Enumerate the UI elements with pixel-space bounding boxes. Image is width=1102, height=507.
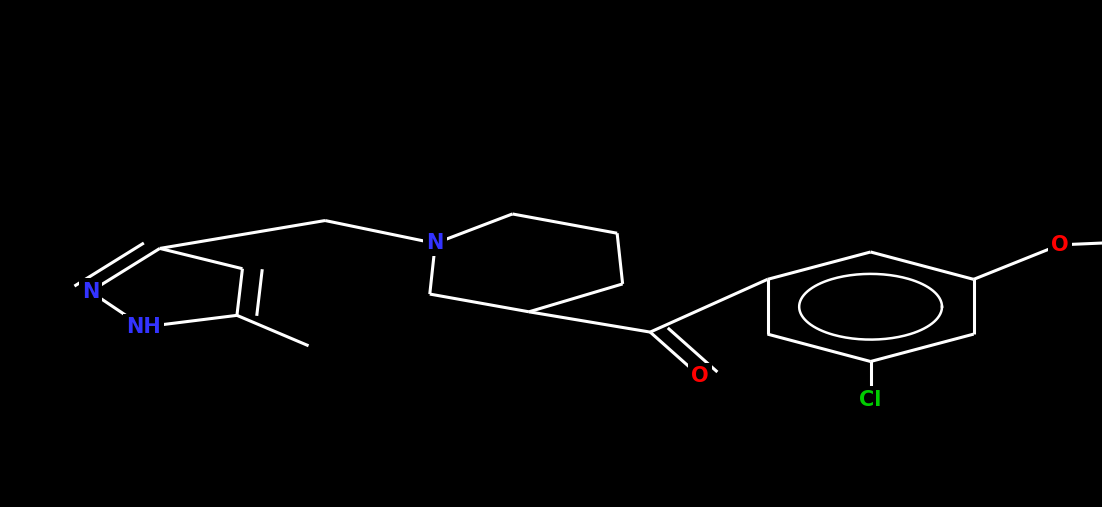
Text: O: O: [1051, 235, 1069, 255]
Text: Cl: Cl: [860, 389, 882, 410]
Text: N: N: [426, 233, 444, 254]
Text: NH: NH: [126, 317, 161, 337]
Text: O: O: [691, 366, 709, 386]
Text: N: N: [82, 281, 99, 302]
